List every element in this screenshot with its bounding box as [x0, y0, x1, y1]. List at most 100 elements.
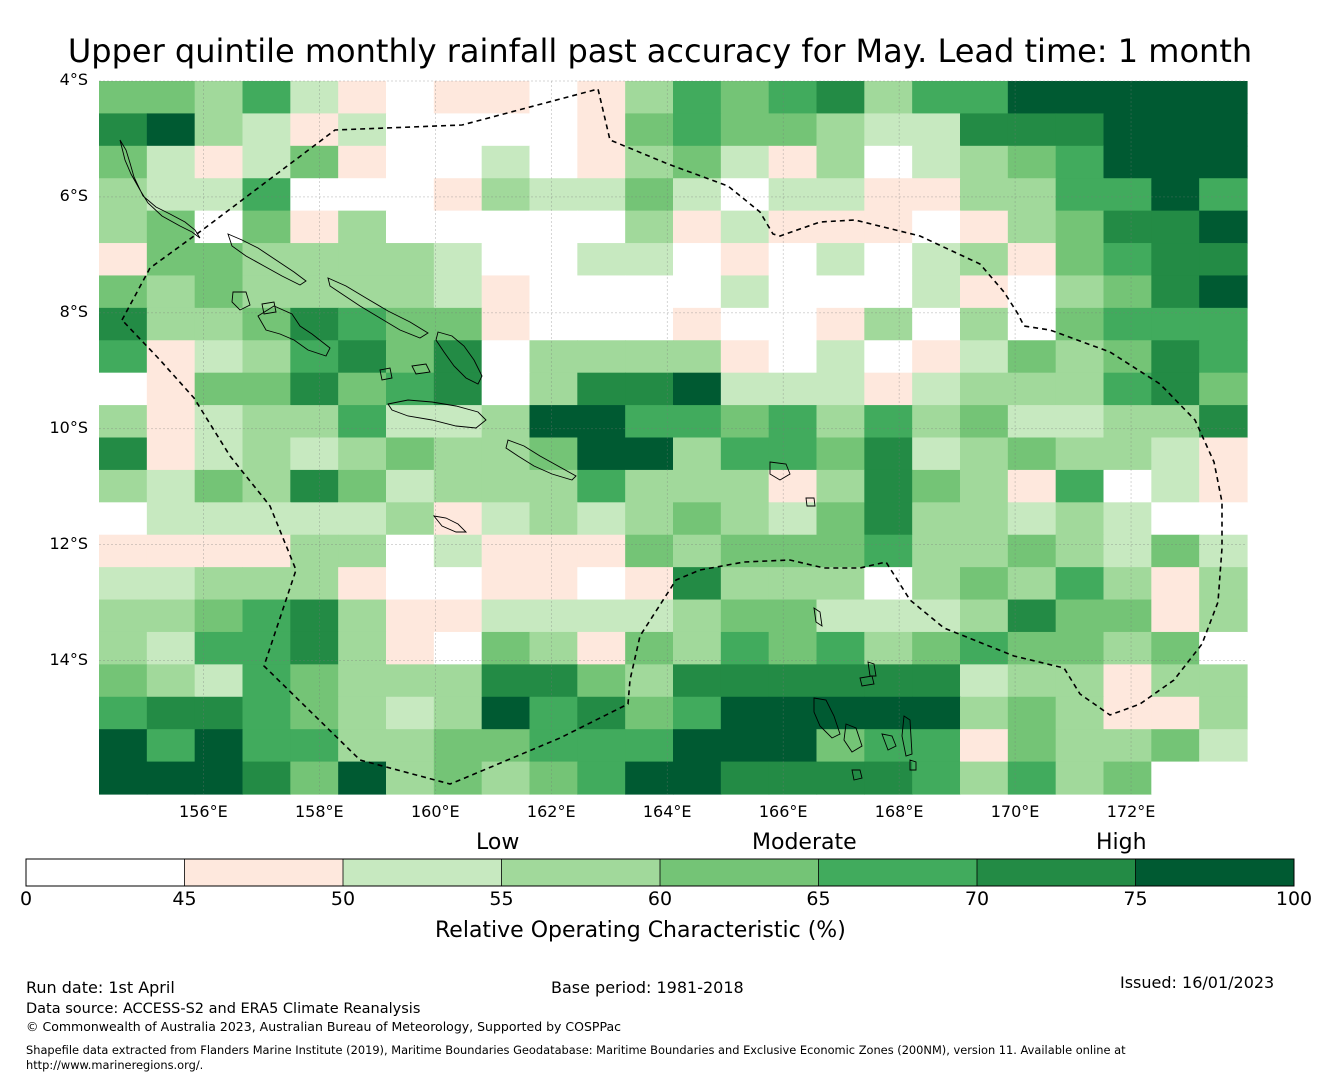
- grid-cell: [864, 599, 913, 633]
- grid-cell: [1103, 307, 1152, 341]
- grid-cell: [1103, 113, 1152, 147]
- grid-cell: [720, 81, 770, 115]
- grid-cell: [386, 113, 435, 147]
- grid-cell: [816, 275, 865, 309]
- grid-cell: [1007, 210, 1057, 244]
- grid-cell: [625, 469, 674, 503]
- malekula-island: [843, 723, 863, 753]
- grid-cell: [146, 599, 196, 633]
- santa-isabel-island: [327, 277, 429, 339]
- grid-cell: [433, 210, 483, 244]
- grid-cell: [720, 567, 770, 601]
- grid-cell: [1007, 696, 1057, 730]
- grid-cell: [720, 437, 770, 471]
- grid-cell: [673, 113, 722, 147]
- grid-cell: [768, 502, 818, 536]
- grid-cell: [912, 761, 961, 795]
- grid-cell: [1151, 210, 1200, 244]
- grid-cell: [386, 761, 435, 795]
- colorbar-segment: [343, 859, 502, 886]
- maewo-island: [867, 661, 877, 677]
- grid-cell: [481, 664, 531, 698]
- lat-tick-label: 6°S: [59, 185, 88, 205]
- grid-cell: [386, 178, 435, 212]
- grid-cell: [1151, 145, 1200, 179]
- grid-cell: [1151, 405, 1200, 439]
- grid-cell: [1055, 599, 1105, 633]
- grid-cell: [194, 307, 244, 341]
- grid-cell: [625, 178, 674, 212]
- grid-cell: [720, 210, 770, 244]
- grid-cell: [912, 340, 961, 374]
- colorbar-segment: [977, 859, 1136, 886]
- grid-cell: [720, 113, 770, 147]
- colorbar-segment: [660, 859, 819, 886]
- grid-cell: [290, 502, 339, 536]
- grid-cell: [816, 340, 865, 374]
- colorbar-segment: [26, 859, 185, 886]
- grid-cell: [386, 340, 435, 374]
- grid-cell: [864, 145, 913, 179]
- grid-cell: [720, 275, 770, 309]
- grid-cell: [194, 599, 244, 633]
- grid-cell: [673, 502, 722, 536]
- grid-cell: [194, 761, 244, 795]
- grid-cell: [338, 81, 387, 115]
- grid-cell: [720, 664, 770, 698]
- grid-cell: [960, 631, 1009, 665]
- grid-cell: [290, 534, 339, 568]
- grid-cell: [146, 664, 196, 698]
- grid-cell: [625, 307, 674, 341]
- chart-title: Upper quintile monthly rainfall past acc…: [67, 32, 1253, 70]
- grid-cell: [673, 664, 722, 698]
- grid-cell: [1007, 178, 1057, 212]
- colorbar-tick-label: 50: [330, 888, 356, 910]
- grid-cell: [577, 631, 626, 665]
- grid-cell: [481, 437, 531, 471]
- grid-cell: [242, 113, 291, 147]
- grid-cell: [481, 405, 531, 439]
- grid-cell: [673, 81, 722, 115]
- efate-island: [901, 715, 913, 757]
- graticule: [99, 80, 1247, 794]
- grid-cell: [1103, 599, 1152, 633]
- grid-cell: [338, 243, 387, 277]
- grid-cell: [529, 81, 578, 115]
- grid-cell: [768, 599, 818, 633]
- grid-cell: [529, 405, 578, 439]
- base-period: Base period: 1981-2018: [551, 978, 744, 997]
- grid-cell: [1103, 567, 1152, 601]
- grid-cell: [242, 372, 291, 406]
- lat-tick-label: 12°S: [49, 533, 88, 553]
- grid-cell: [816, 405, 865, 439]
- grid-cell: [912, 243, 961, 277]
- grid-cell: [1199, 113, 1248, 147]
- grid-cell: [481, 567, 531, 601]
- grid-cell: [577, 437, 626, 471]
- grid-cell: [529, 631, 578, 665]
- grid-cell: [99, 145, 148, 179]
- grid-cell: [1007, 372, 1057, 406]
- grid-cell: [816, 243, 865, 277]
- grid-cell: [1199, 340, 1248, 374]
- grid-cell: [386, 469, 435, 503]
- grid-cell: [1007, 145, 1057, 179]
- grid-cell: [1055, 567, 1105, 601]
- grid-cell: [194, 210, 244, 244]
- grid-cell: [481, 502, 531, 536]
- grid-cell: [1199, 145, 1248, 179]
- grid-cell: [386, 534, 435, 568]
- grid-cell: [625, 372, 674, 406]
- grid-cell: [673, 405, 722, 439]
- grid-cell: [1151, 81, 1200, 115]
- grid-cell: [1199, 502, 1248, 536]
- grid-cell: [577, 696, 626, 730]
- grid-cell: [1007, 502, 1057, 536]
- grid-cell: [1055, 145, 1105, 179]
- colorbar-tick-label: 60: [647, 888, 673, 910]
- grid-cell: [960, 729, 1009, 763]
- grid-cell: [816, 113, 865, 147]
- grid-cell: [577, 469, 626, 503]
- lon-tick-label: 172°E: [1106, 802, 1156, 821]
- grid-cell: [960, 145, 1009, 179]
